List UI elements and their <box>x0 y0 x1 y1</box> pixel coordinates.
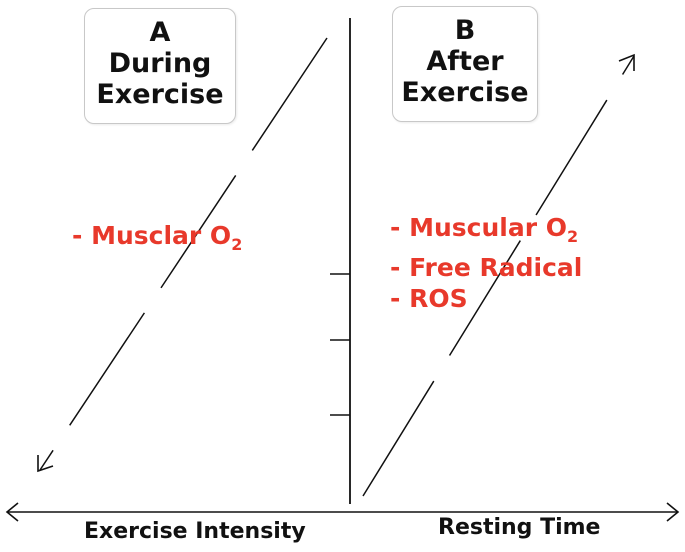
panel-a-effect-list: - Musclar O2 <box>72 220 242 260</box>
panel-a-dashed-arrow <box>39 37 328 471</box>
panel-a-line1: During <box>108 48 212 79</box>
panel-b-effect-item: - Muscular O2 <box>390 213 579 246</box>
panel-b-line1: After <box>426 46 504 77</box>
panel-b-label-box: B After Exercise <box>392 6 538 122</box>
panel-a-arrowhead <box>37 455 54 473</box>
resting-time-axis-label: Resting Time <box>438 515 601 540</box>
panel-b-effect-item: - Free Radical <box>390 253 583 282</box>
panel-b-line2: Exercise <box>401 77 529 108</box>
panel-b-effect-list: - Muscular O2 - Free Radical - ROS <box>390 212 582 314</box>
panel-a-line2: Exercise <box>96 79 224 110</box>
panel-b-letter: B <box>454 15 476 46</box>
panel-b-effect-item: - ROS <box>390 284 468 313</box>
panel-b-arrowhead <box>618 53 635 71</box>
panel-b-dashed-arrow <box>362 55 635 497</box>
exercise-intensity-axis-label: Exercise Intensity <box>84 519 306 544</box>
axis-right-arrowhead <box>666 502 680 522</box>
panel-a-letter: A <box>149 17 171 48</box>
panel-a-label-box: A During Exercise <box>84 8 236 124</box>
panel-a-effect-item: - Musclar O2 <box>72 221 243 254</box>
axis-left-arrowhead <box>5 502 19 522</box>
